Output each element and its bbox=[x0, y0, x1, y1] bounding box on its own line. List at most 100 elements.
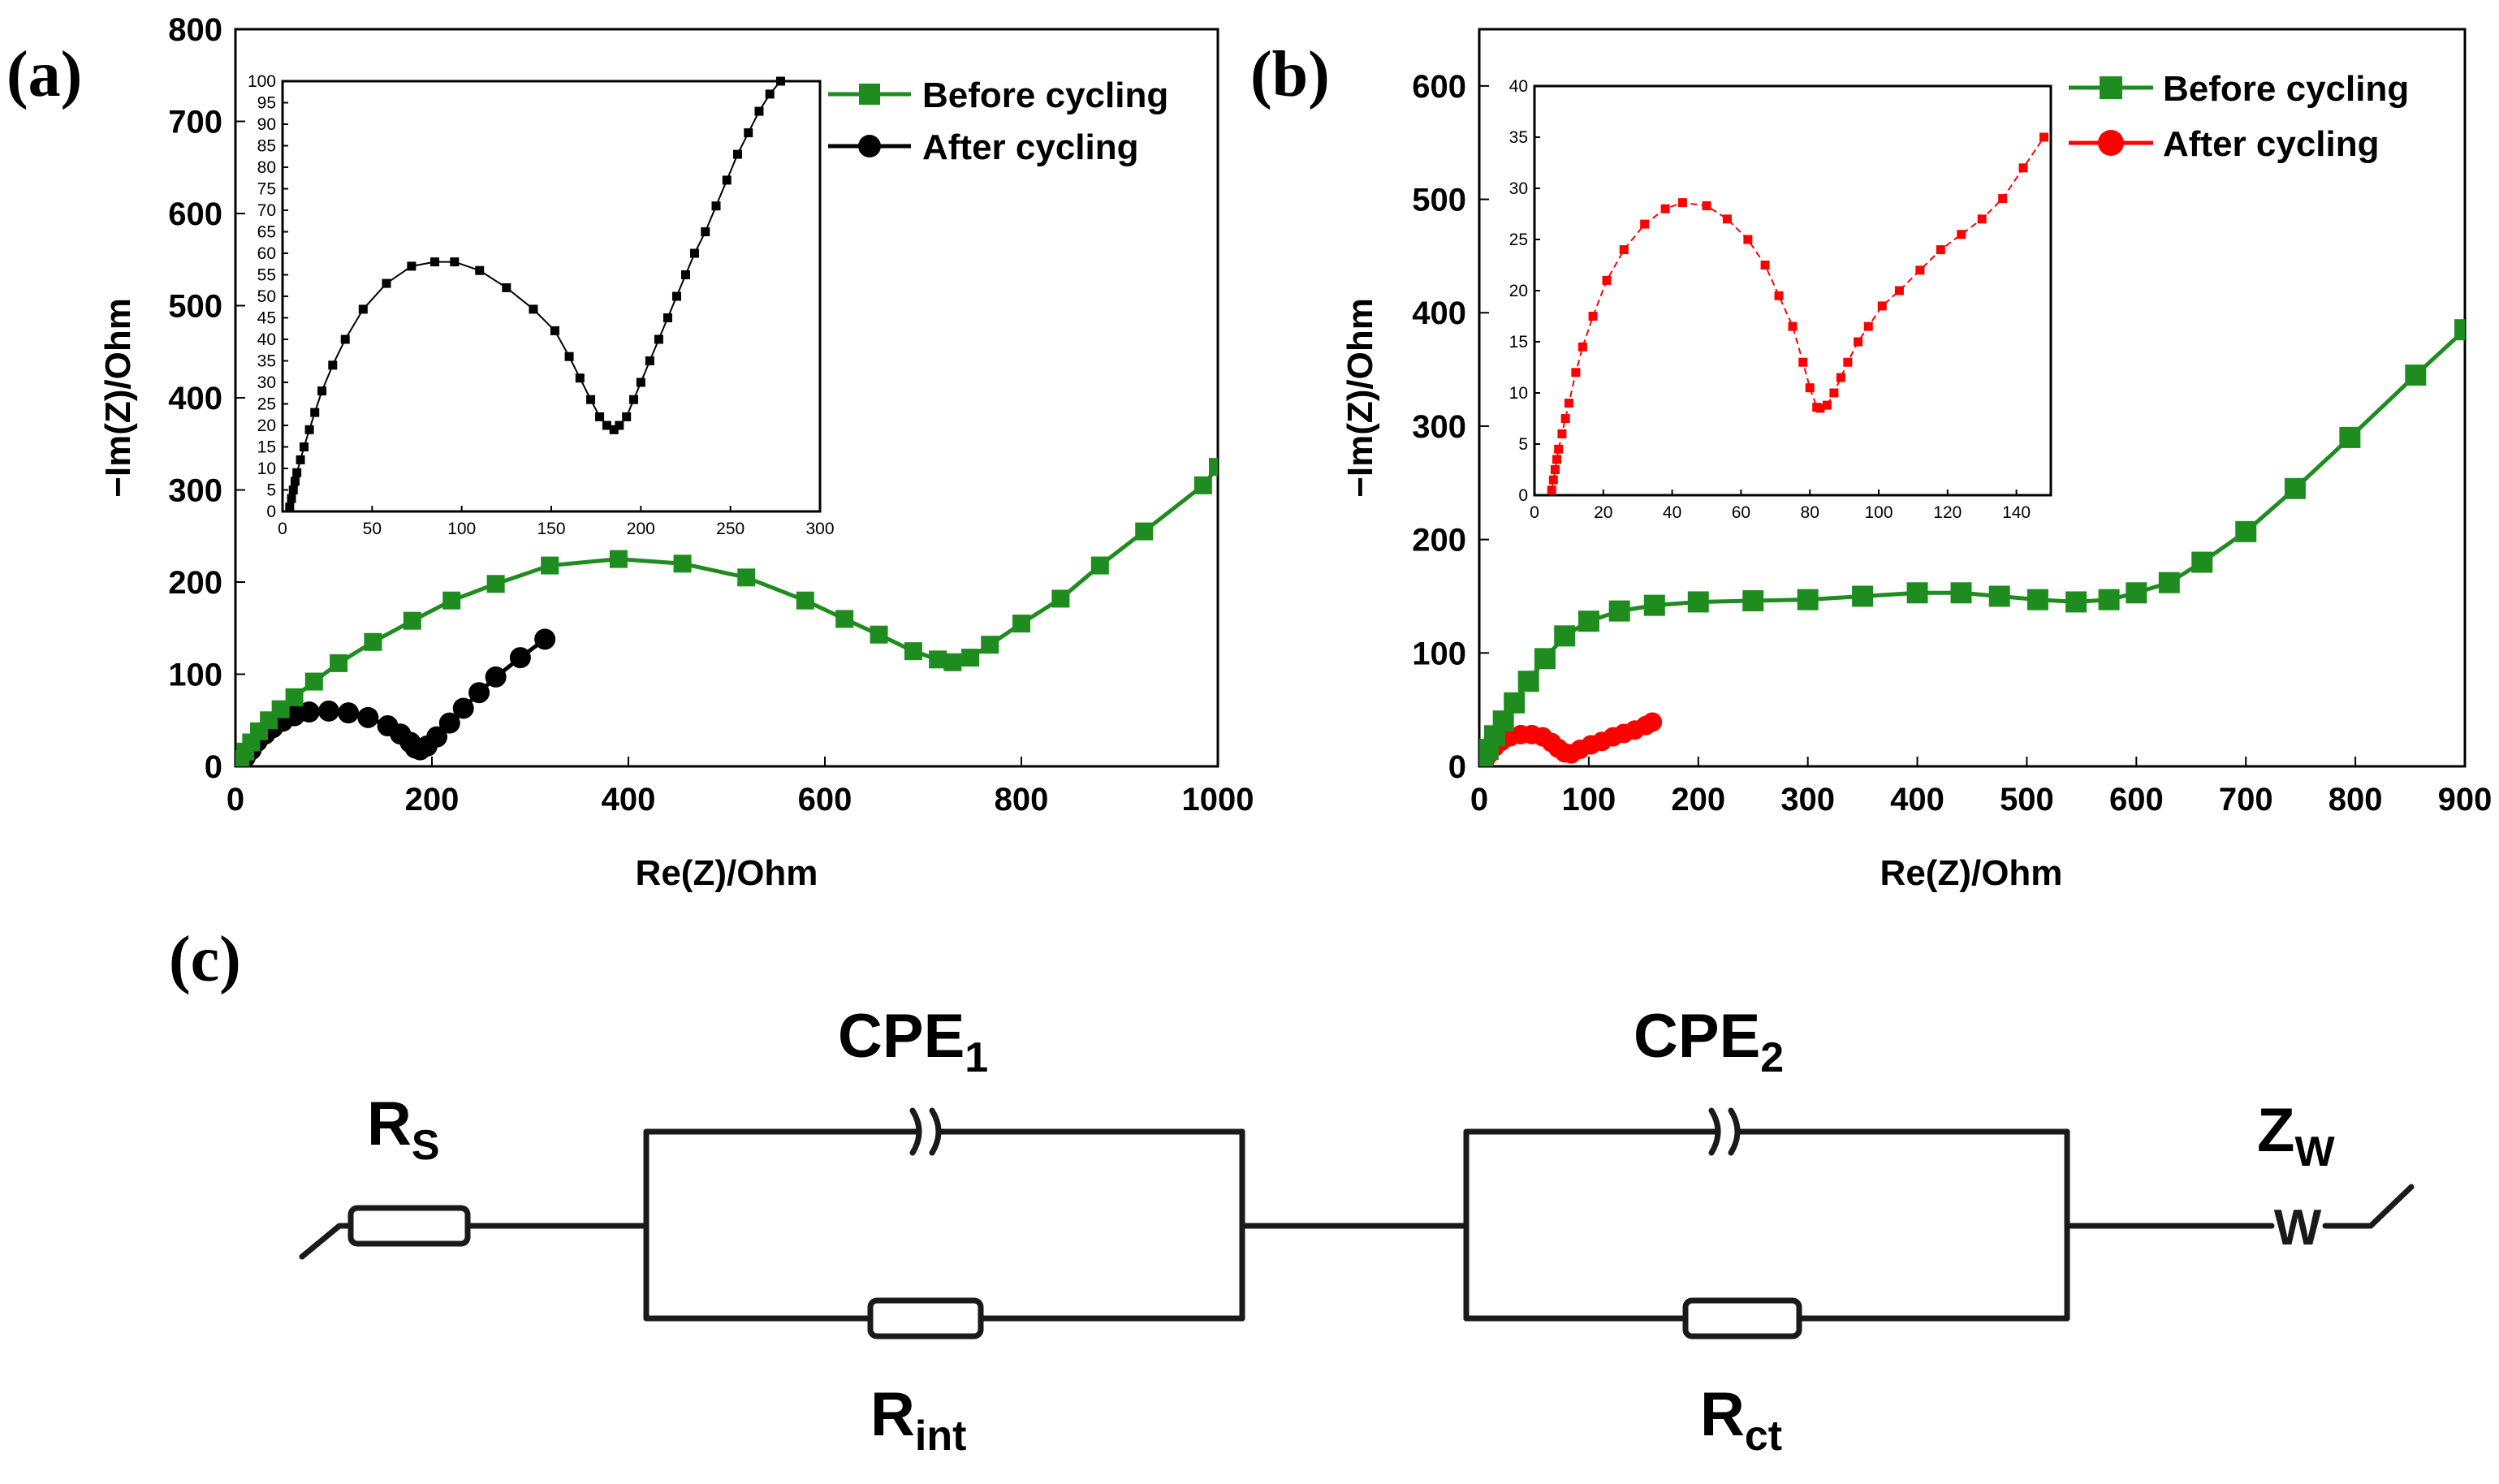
chart-a-inset-ytick-label: 55 bbox=[257, 266, 276, 285]
chart-b-before-point bbox=[2098, 589, 2120, 610]
chart-b-before-point bbox=[1578, 610, 1599, 632]
chart-b: 0 100 200 300 400 500 600 700 800 900010020030040… bbox=[1340, 28, 2492, 893]
chart-a-inset-point bbox=[564, 352, 574, 361]
chart-b-before-point bbox=[1517, 671, 1539, 692]
chart-a-inset-point bbox=[296, 455, 305, 464]
chart-b-before-point bbox=[1797, 589, 1819, 610]
chart-b-before-point bbox=[2339, 426, 2361, 448]
panel-label-b: (b) bbox=[1250, 39, 1330, 110]
chart-b-inset-xtick-label: 40 bbox=[1663, 503, 1681, 522]
label-rint: Rint bbox=[870, 1380, 966, 1460]
chart-a-after-point bbox=[317, 700, 339, 722]
chart-b-xtick-label: 100 bbox=[1562, 782, 1616, 817]
chart-b-inset-point bbox=[1805, 383, 1815, 393]
chart-b-plot-area bbox=[1479, 319, 2465, 766]
chart-a-inset-point bbox=[690, 248, 700, 258]
resistor-rct bbox=[1682, 1297, 1802, 1339]
chart-b-before-point bbox=[2191, 551, 2213, 573]
chart-b-inset-point bbox=[1722, 214, 1732, 224]
chart-a-before-point bbox=[541, 556, 559, 575]
chart-a-inset-point bbox=[450, 257, 460, 267]
chart-b-inset-point bbox=[2039, 132, 2049, 142]
chart-a-before-point bbox=[904, 642, 922, 661]
chart-a-inset-point bbox=[681, 270, 690, 279]
chart-a-inset-point bbox=[775, 76, 785, 86]
chart-a-inset-marks bbox=[285, 76, 785, 512]
chart-b-inset-point bbox=[1915, 265, 1925, 275]
chart-b-xtick-label: 900 bbox=[2438, 782, 2493, 817]
chart-a-inset-ytick-label: 85 bbox=[257, 137, 276, 156]
chart-a-ytick-label: 400 bbox=[168, 381, 222, 416]
chart-a-xlabel: Re(Z)/Ohm bbox=[636, 853, 818, 893]
chart-a-inset-point bbox=[629, 395, 639, 404]
chart-a-inset-point bbox=[407, 261, 416, 271]
chart-a-inset: 0 50 100 150 200 250 300 0 5 10 15 20 25 30 35 40 45 50 55… bbox=[248, 72, 835, 538]
chart-b-inset-ytick-label: 0 bbox=[1518, 486, 1528, 505]
label-cpe2-sub: 2 bbox=[1760, 1034, 1784, 1081]
chart-a-inset-xtick-label: 200 bbox=[627, 520, 655, 538]
chart-a-inset-xtick-label: 250 bbox=[716, 520, 745, 538]
legend-a-after-label: After cycling bbox=[922, 127, 1139, 167]
chart-b-before-point bbox=[2284, 477, 2306, 499]
chart-b-ytick-label: 500 bbox=[1412, 183, 1466, 218]
chart-a-inset-ytick-label: 5 bbox=[266, 481, 276, 500]
label-rct-main: R bbox=[1700, 1380, 1745, 1449]
label-cpe1-sub: 1 bbox=[965, 1034, 988, 1081]
label-cpe2-main: CPE bbox=[1634, 1002, 1760, 1071]
chart-b-inset-point bbox=[1564, 399, 1573, 408]
chart-a-before-point bbox=[330, 654, 348, 672]
panel-label-a: (a) bbox=[6, 39, 82, 110]
chart-a-inset-point bbox=[328, 360, 338, 370]
chart-b-inset-point bbox=[1998, 194, 2008, 204]
chart-b-before-point bbox=[1950, 582, 1972, 604]
chart-b-xtick-label: 700 bbox=[2219, 782, 2273, 817]
chart-a-inset-point bbox=[299, 442, 309, 451]
chart-a-before-point bbox=[403, 611, 421, 630]
chart-a-inset-point bbox=[358, 304, 368, 314]
chart-b-inset-frame bbox=[1533, 84, 2052, 497]
chart-a-inset-ytick-label: 100 bbox=[248, 72, 276, 91]
chart-a-inset-point bbox=[654, 334, 663, 344]
chart-b-before-line bbox=[1480, 328, 2465, 762]
chart-a-inset-xtick-label: 300 bbox=[805, 520, 834, 538]
chart-a-inset-point bbox=[382, 278, 391, 288]
chart-a-after-point bbox=[485, 666, 507, 688]
chart-a-xtick-label: 400 bbox=[602, 782, 656, 817]
chart-a-before-point bbox=[1090, 556, 1109, 575]
chart-b-before-point bbox=[1492, 710, 1514, 732]
chart-a: 0 200 400 600 800 100001002003004005006007008… bbox=[98, 12, 1254, 893]
chart-a-ytick-label: 600 bbox=[168, 196, 222, 232]
chart-a-inset-point bbox=[645, 356, 654, 365]
chart-b-inset-point bbox=[1822, 400, 1832, 410]
chart-b-inset-point bbox=[1877, 301, 1887, 311]
chart-a-inset-ytick-label: 45 bbox=[257, 309, 276, 328]
chart-b-inset-point bbox=[1548, 475, 1558, 485]
chart-a-inset-point bbox=[622, 412, 632, 421]
chart-b-ticks: 0 100 200 300 400 500 600 700 800 900010020030040… bbox=[1412, 69, 2492, 817]
chart-a-before-point bbox=[364, 632, 382, 651]
chart-a-inset-line bbox=[288, 80, 782, 507]
chart-a-inset-point bbox=[475, 265, 485, 275]
chart-b-inset-point bbox=[1560, 414, 1570, 423]
legend-a-before-marker bbox=[859, 84, 880, 105]
chart-a-inset-point bbox=[529, 304, 538, 314]
chart-a-inset-point bbox=[550, 326, 559, 335]
chart-b-inset-ytick-label: 5 bbox=[1518, 435, 1528, 454]
chart-b-inset-point bbox=[1552, 455, 1562, 464]
chart-b-ytick-label: 100 bbox=[1412, 636, 1466, 671]
chart-b-inset-point bbox=[1829, 388, 1839, 398]
chart-a-after-point bbox=[534, 628, 556, 650]
chart-b-before-point bbox=[1554, 625, 1576, 647]
chart-a-inset-ytick-label: 50 bbox=[257, 287, 276, 306]
chart-b-inset-xtick-label: 120 bbox=[1933, 503, 1962, 522]
chart-a-xtick-label: 0 bbox=[227, 782, 244, 817]
chart-b-inset-point bbox=[1854, 337, 1863, 347]
chart-b-xtick-label: 500 bbox=[2000, 782, 2054, 817]
chart-b-ytick-label: 0 bbox=[1448, 749, 1466, 785]
chart-a-inset-point bbox=[595, 412, 605, 421]
chart-a-inset-point bbox=[744, 128, 753, 138]
label-rs-main: R bbox=[367, 1089, 412, 1158]
chart-b-before-point bbox=[1988, 585, 2010, 607]
chart-b-inset-ytick-label: 10 bbox=[1509, 384, 1528, 403]
chart-a-inset-ytick-label: 25 bbox=[257, 395, 276, 414]
